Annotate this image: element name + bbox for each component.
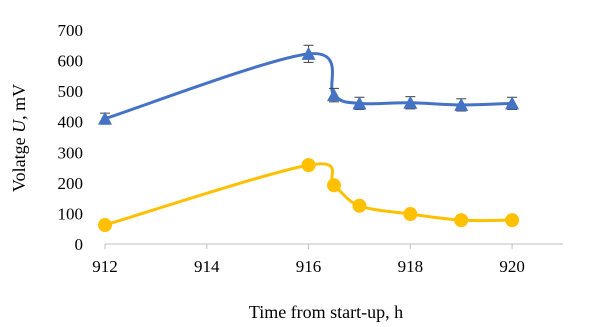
y-tick-label: 200: [58, 174, 84, 193]
x-axis-title: Time from start-up, h: [249, 302, 403, 322]
data-point: [327, 178, 341, 193]
series-layer: [98, 44, 520, 233]
series-line: [104, 162, 513, 227]
data-point: [98, 111, 112, 125]
series-line: [104, 52, 513, 121]
data-point: [403, 95, 418, 109]
data-point: [454, 97, 469, 111]
axes: [104, 243, 563, 249]
data-point: [403, 207, 418, 222]
data-point: [301, 158, 316, 173]
y-axis-title-suffix: , mV: [9, 84, 29, 120]
series-2: [98, 158, 520, 233]
data-point: [505, 213, 520, 228]
x-tick-label: 918: [398, 257, 424, 276]
data-point: [301, 46, 316, 60]
y-axis-title: Volatge U, mV: [9, 84, 29, 192]
series-1: [98, 44, 520, 125]
x-tick-label: 914: [194, 257, 220, 276]
y-tick-label: 0: [75, 235, 84, 254]
y-tick-labels: 0 100 200 300 400 500 600 700: [58, 21, 84, 254]
x-tick-label: 912: [92, 257, 118, 276]
y-tick-label: 600: [58, 52, 84, 71]
data-point: [352, 96, 367, 110]
y-tick-label: 100: [58, 204, 84, 223]
y-tick-label: 300: [58, 143, 84, 162]
y-axis-title-variable: U: [9, 119, 29, 133]
data-point: [327, 88, 341, 102]
data-point: [454, 213, 469, 228]
x-tick-label: 916: [296, 257, 322, 276]
data-point: [352, 198, 367, 213]
data-point: [505, 96, 520, 110]
x-tick-label: 920: [499, 257, 525, 276]
y-tick-label: 400: [58, 113, 84, 132]
data-point: [98, 218, 112, 233]
x-tick-labels: 912 914 916 918 920: [92, 257, 525, 276]
y-tick-label: 700: [58, 21, 84, 40]
y-tick-label: 500: [58, 82, 84, 101]
y-axis-title-prefix: Volatge: [9, 133, 29, 192]
